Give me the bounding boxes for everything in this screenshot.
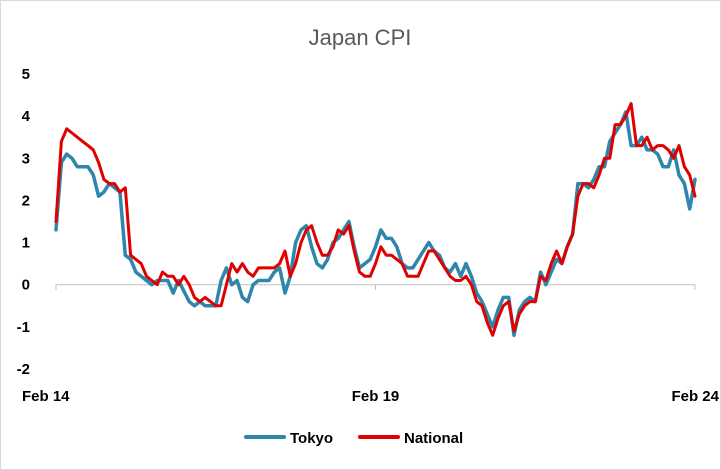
chart-title: Japan CPI: [309, 25, 412, 50]
y-tick-label: 0: [22, 277, 30, 294]
y-tick-label: 5: [22, 66, 30, 83]
y-tick-label: -2: [17, 361, 30, 378]
series-lines: [54, 102, 697, 338]
series-line-tokyo: [54, 110, 697, 338]
axes: -2 -1 0 1 2 3 4 5 Feb 14 Feb 19 Feb 24: [17, 66, 720, 405]
y-tick-label: 2: [22, 192, 30, 209]
y-tick-label: 3: [22, 150, 30, 167]
x-tick-label: Feb 24: [671, 388, 719, 405]
y-tick-label: 1: [22, 235, 30, 252]
legend-label-national: National: [404, 430, 463, 447]
series-line-national: [54, 102, 697, 337]
y-tick-label: -1: [17, 319, 30, 336]
x-tick-label: Feb 14: [22, 388, 70, 405]
x-tick-label: Feb 19: [352, 388, 400, 405]
y-tick-label: 4: [22, 108, 31, 125]
legend-label-tokyo: Tokyo: [290, 430, 333, 447]
legend: Tokyo National: [244, 430, 463, 447]
